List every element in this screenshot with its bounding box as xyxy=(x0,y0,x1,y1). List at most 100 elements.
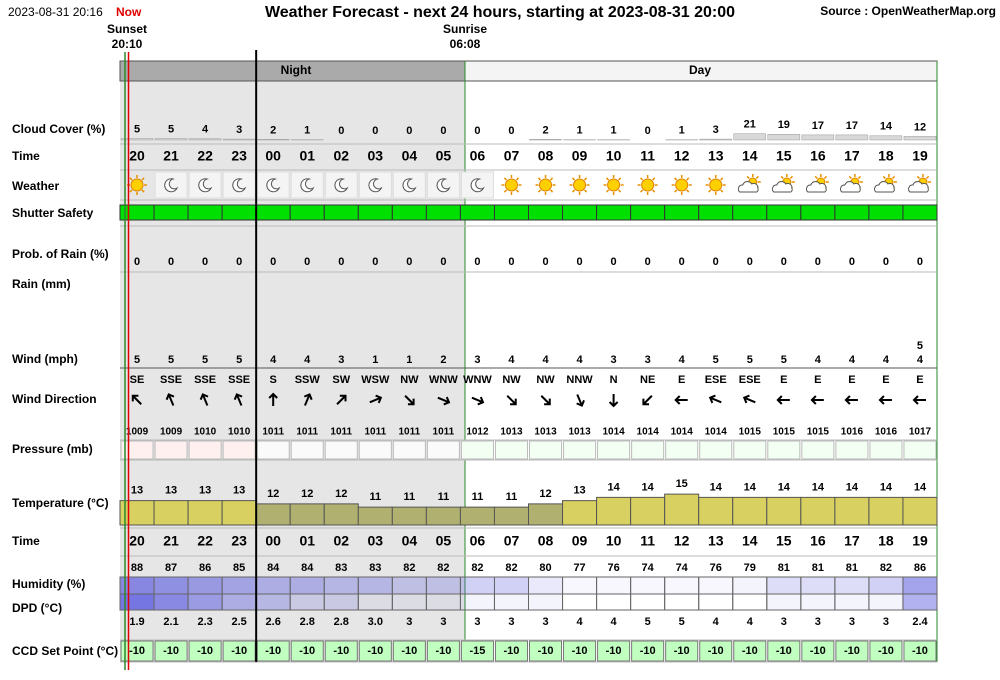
shutter-cell xyxy=(323,204,359,221)
hour: 17 xyxy=(844,148,860,164)
temp-bar xyxy=(425,506,461,526)
humidity-cell xyxy=(221,576,257,595)
night-label: Night xyxy=(281,63,312,77)
hour: 20 xyxy=(129,148,145,164)
pressure: 1010 xyxy=(228,427,251,438)
hour-bottom: 09 xyxy=(572,533,588,549)
pressure-cell xyxy=(665,440,699,460)
weather-icon xyxy=(154,171,188,199)
ccd: -10 xyxy=(742,645,758,657)
wind-speed: 5 xyxy=(781,354,787,366)
row-label: Humidity (%) xyxy=(12,577,85,591)
cloud-bar xyxy=(903,136,937,141)
title: Weather Forecast - next 24 hours, starti… xyxy=(265,4,735,21)
arrow xyxy=(131,394,142,405)
rain-prob: 0 xyxy=(542,256,548,268)
wind-arrow xyxy=(912,395,926,405)
ccd: -10 xyxy=(163,645,179,657)
wind-dir: ESE xyxy=(705,374,727,386)
wind-speed: 4 xyxy=(679,354,686,366)
humidity: 80 xyxy=(539,562,551,574)
rain-prob: 0 xyxy=(747,256,753,268)
hour-bottom: 12 xyxy=(674,533,690,549)
wind-arrow xyxy=(844,395,858,405)
pressure: 1013 xyxy=(568,427,591,438)
ccd-cell xyxy=(869,640,903,662)
row-label: Prob. of Rain (%) xyxy=(12,247,109,261)
wind-dir: E xyxy=(678,374,685,386)
pressure: 1009 xyxy=(126,427,149,438)
sun xyxy=(539,178,553,192)
hour-bottom: 19 xyxy=(912,533,928,549)
ccd: -10 xyxy=(674,645,690,657)
dpd: 3 xyxy=(440,616,446,628)
rain-prob: 0 xyxy=(917,256,923,268)
icon-box xyxy=(358,171,392,199)
arrow xyxy=(912,395,926,405)
icon-box xyxy=(154,171,188,199)
weather-icon xyxy=(256,171,290,199)
cloud-bar xyxy=(767,134,801,141)
arrow xyxy=(268,392,278,406)
icon-box xyxy=(460,171,494,199)
ccd-cell xyxy=(597,640,631,662)
pressure: 1014 xyxy=(637,427,660,438)
row-label: DPD (°C) xyxy=(12,601,62,615)
wind-speed: 4 xyxy=(849,354,856,366)
pressure-cell xyxy=(699,440,733,460)
weather-icon xyxy=(426,171,460,199)
hour: 02 xyxy=(333,148,349,164)
weather-icon xyxy=(637,175,658,195)
pressure-cell xyxy=(120,440,154,460)
pressure: 1015 xyxy=(773,427,796,438)
sun xyxy=(130,178,144,192)
sun-ray xyxy=(606,189,610,193)
wind-arrow xyxy=(576,394,585,407)
dpd: 3 xyxy=(474,616,480,628)
hour-bottom: 15 xyxy=(776,533,792,549)
hour: 11 xyxy=(640,148,655,164)
cloud-bar xyxy=(188,138,222,141)
weather-icon xyxy=(127,175,148,195)
cloud xyxy=(771,181,793,193)
pressure-cell xyxy=(733,440,767,460)
cloud xyxy=(806,181,827,193)
wind-arrow xyxy=(742,394,756,404)
ccd: -10 xyxy=(640,645,656,657)
temperature: 14 xyxy=(846,481,859,493)
wind-dir: NW xyxy=(536,374,555,386)
cloud-value: 5 xyxy=(168,123,174,135)
shutter-cell xyxy=(902,204,938,221)
temp-bar xyxy=(255,503,291,526)
shutter-cell xyxy=(459,204,495,221)
temp-bar xyxy=(596,496,632,526)
pressure: 1016 xyxy=(875,427,898,438)
wind-speed: 5 xyxy=(202,354,208,366)
cloud-value: 1 xyxy=(577,125,583,137)
dpd-cell xyxy=(323,593,359,611)
cloud-value: 4 xyxy=(202,124,209,136)
dpd: 4 xyxy=(713,616,720,628)
sun-ray xyxy=(891,175,896,179)
pressure-cell xyxy=(835,440,869,460)
cloud xyxy=(840,181,861,193)
sun-ray xyxy=(537,177,542,181)
moon xyxy=(164,178,179,193)
ccd: -10 xyxy=(606,645,622,657)
ccd-cell xyxy=(358,640,392,662)
ccd: -10 xyxy=(844,645,860,657)
shutter-cell xyxy=(664,204,700,221)
ccd-cell xyxy=(426,640,460,662)
ccd-cell xyxy=(767,640,801,662)
hour: 19 xyxy=(912,148,928,164)
dpd: 3 xyxy=(849,616,855,628)
rain-prob: 0 xyxy=(713,256,719,268)
dpd-cell xyxy=(698,593,734,611)
humidity-cell xyxy=(630,576,666,595)
wind-dir: WNW xyxy=(463,374,492,386)
wind-dir: S xyxy=(270,374,277,386)
shutter-cell xyxy=(766,204,802,221)
ccd: -10 xyxy=(231,645,247,657)
rain-prob: 0 xyxy=(679,256,685,268)
cloud xyxy=(874,181,895,193)
